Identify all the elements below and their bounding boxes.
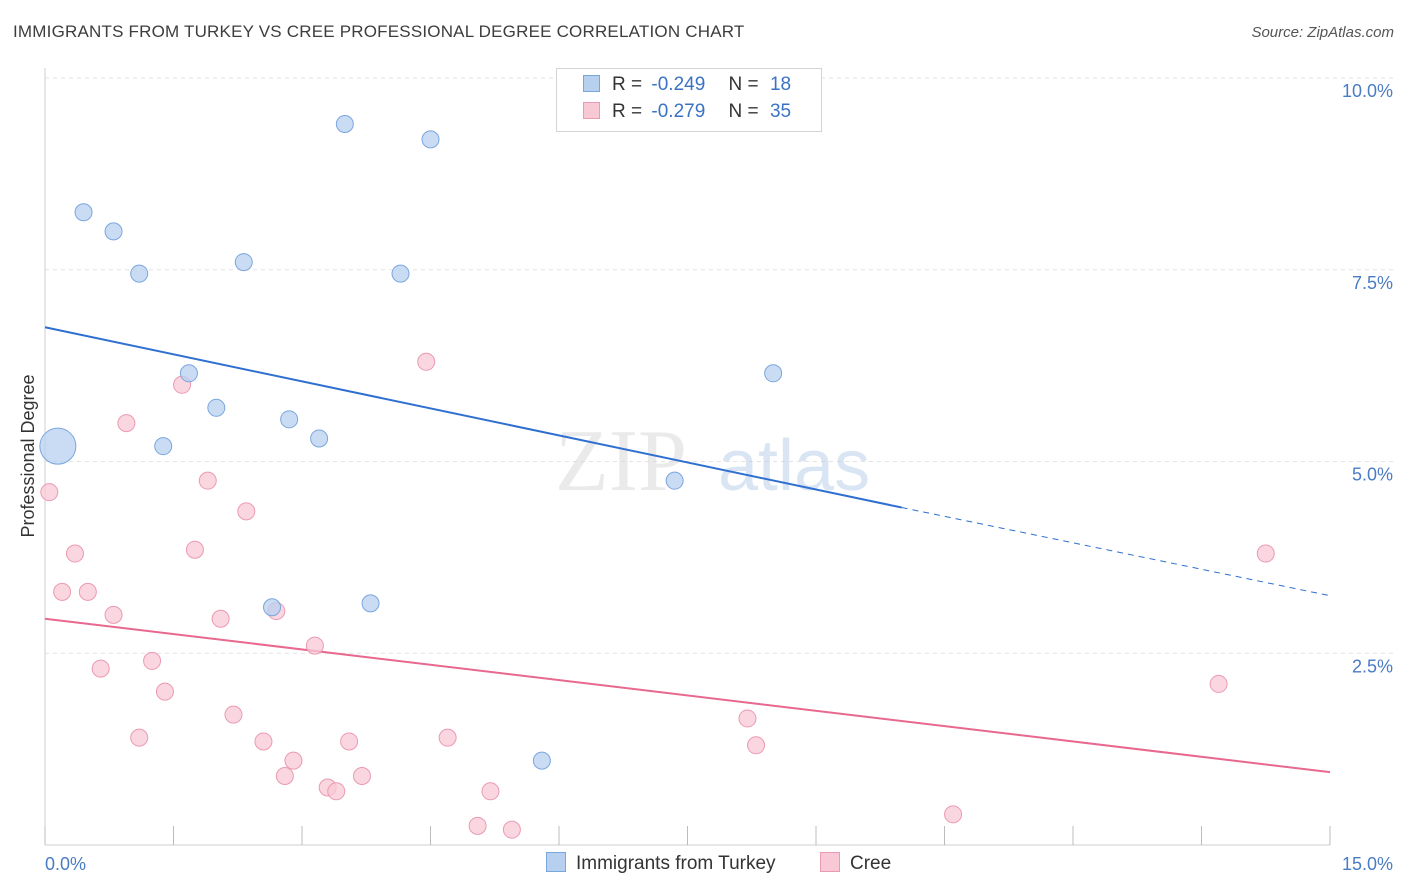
watermark: ZIP atlas — [555, 413, 870, 510]
cree-point — [237, 502, 256, 521]
cree-point — [417, 352, 436, 371]
cree-legend-swatch — [820, 852, 840, 872]
cree-trend-line — [44, 617, 1331, 774]
turkey-point — [280, 410, 299, 429]
cree-point — [1209, 674, 1228, 693]
turkey-point — [179, 364, 198, 383]
cree-point — [340, 732, 359, 751]
y-tick-label: 10.0% — [1342, 81, 1393, 101]
cree-point — [78, 582, 97, 601]
correlation-legend: R = -0.249 N = 18 R = -0.279 N = 35 — [556, 68, 822, 132]
turkey-legend-swatch — [546, 852, 566, 872]
cree-point — [211, 609, 230, 628]
cree-point — [185, 540, 204, 559]
cree-point — [944, 805, 963, 824]
chart-title: IMMIGRANTS FROM TURKEY VS CREE PROFESSIO… — [13, 22, 745, 41]
legend-n-label: N = — [728, 74, 759, 95]
cree-point — [53, 582, 72, 601]
turkey-swatch — [583, 75, 600, 92]
turkey-point — [207, 398, 226, 417]
cree-point — [284, 751, 303, 770]
axes — [44, 68, 1331, 846]
legend-row-turkey: R = -0.249 N = 18 — [583, 74, 791, 100]
cree-point — [104, 605, 123, 624]
legend-r-value-turkey: -0.249 — [651, 74, 706, 95]
source-label: Source: ZipAtlas.com — [1251, 24, 1394, 41]
cree-point — [1256, 544, 1275, 563]
bottom-legend-turkey: Immigrants from Turkey — [546, 852, 776, 875]
legend-r-label: R = — [612, 74, 643, 95]
legend-n-value-cree: 35 — [769, 101, 792, 122]
turkey-point — [154, 437, 173, 456]
turkey-point — [391, 264, 410, 283]
turkey-point — [74, 203, 93, 222]
turkey-point — [104, 222, 123, 241]
cree-point — [352, 766, 371, 785]
cree-point — [747, 736, 766, 755]
x-tick-label: 0.0% — [45, 854, 86, 874]
legend-row-cree: R = -0.279 N = 35 — [583, 101, 791, 127]
y-tick-label: 7.5% — [1352, 273, 1393, 293]
cree-point — [468, 816, 487, 835]
x-tick-label: 15.0% — [1342, 854, 1393, 874]
turkey-point — [130, 264, 149, 283]
cree-point — [305, 636, 324, 655]
legend-n-label: N = — [728, 101, 759, 122]
cree-point — [481, 782, 500, 801]
y-tick-label: 5.0% — [1352, 465, 1393, 485]
grid-lines — [45, 77, 1395, 654]
data-points — [39, 115, 1275, 839]
cree-point — [117, 414, 136, 433]
turkey-point — [39, 427, 77, 465]
legend-n-value-turkey: 18 — [769, 74, 792, 95]
turkey-point — [234, 253, 253, 272]
y-axis-label: Professional Degree — [18, 374, 38, 537]
cree-point — [738, 709, 757, 728]
cree-swatch — [583, 102, 600, 119]
watermark-zip: ZIP — [555, 413, 687, 510]
turkey-point — [361, 594, 380, 613]
watermark-atlas: atlas — [718, 426, 870, 506]
legend-r-value-cree: -0.279 — [651, 101, 706, 122]
turkey-point — [310, 429, 329, 448]
cree-point — [224, 705, 243, 724]
y-tick-label: 2.5% — [1352, 656, 1393, 676]
cree-point — [254, 732, 273, 751]
turkey-point — [665, 471, 684, 490]
cree-point — [40, 483, 59, 502]
cree-point — [275, 766, 294, 785]
cree-point — [502, 820, 521, 839]
bottom-legend-cree: Cree — [820, 852, 891, 875]
cree-point — [155, 682, 174, 701]
turkey-point — [421, 130, 440, 149]
trend-lines — [44, 326, 1331, 774]
cree-point — [91, 659, 110, 678]
turkey-trend-line — [44, 326, 902, 509]
turkey-legend-label: Immigrants from Turkey — [576, 853, 776, 874]
cree-legend-label: Cree — [850, 853, 892, 874]
turkey-point — [532, 751, 551, 770]
tick-labels: 2.5% 5.0% 7.5% 10.0% 0.0% 15.0% — [45, 81, 1393, 874]
cree-point — [438, 728, 457, 747]
turkey-point — [335, 115, 354, 134]
turkey-trend-extension — [901, 507, 1331, 597]
cree-point — [65, 544, 84, 563]
legend-r-label: R = — [612, 101, 643, 122]
cree-point — [130, 728, 149, 747]
cree-point — [198, 471, 217, 490]
turkey-point — [263, 598, 282, 617]
cree-point — [327, 782, 346, 801]
cree-point — [143, 651, 162, 670]
turkey-point — [764, 364, 783, 383]
